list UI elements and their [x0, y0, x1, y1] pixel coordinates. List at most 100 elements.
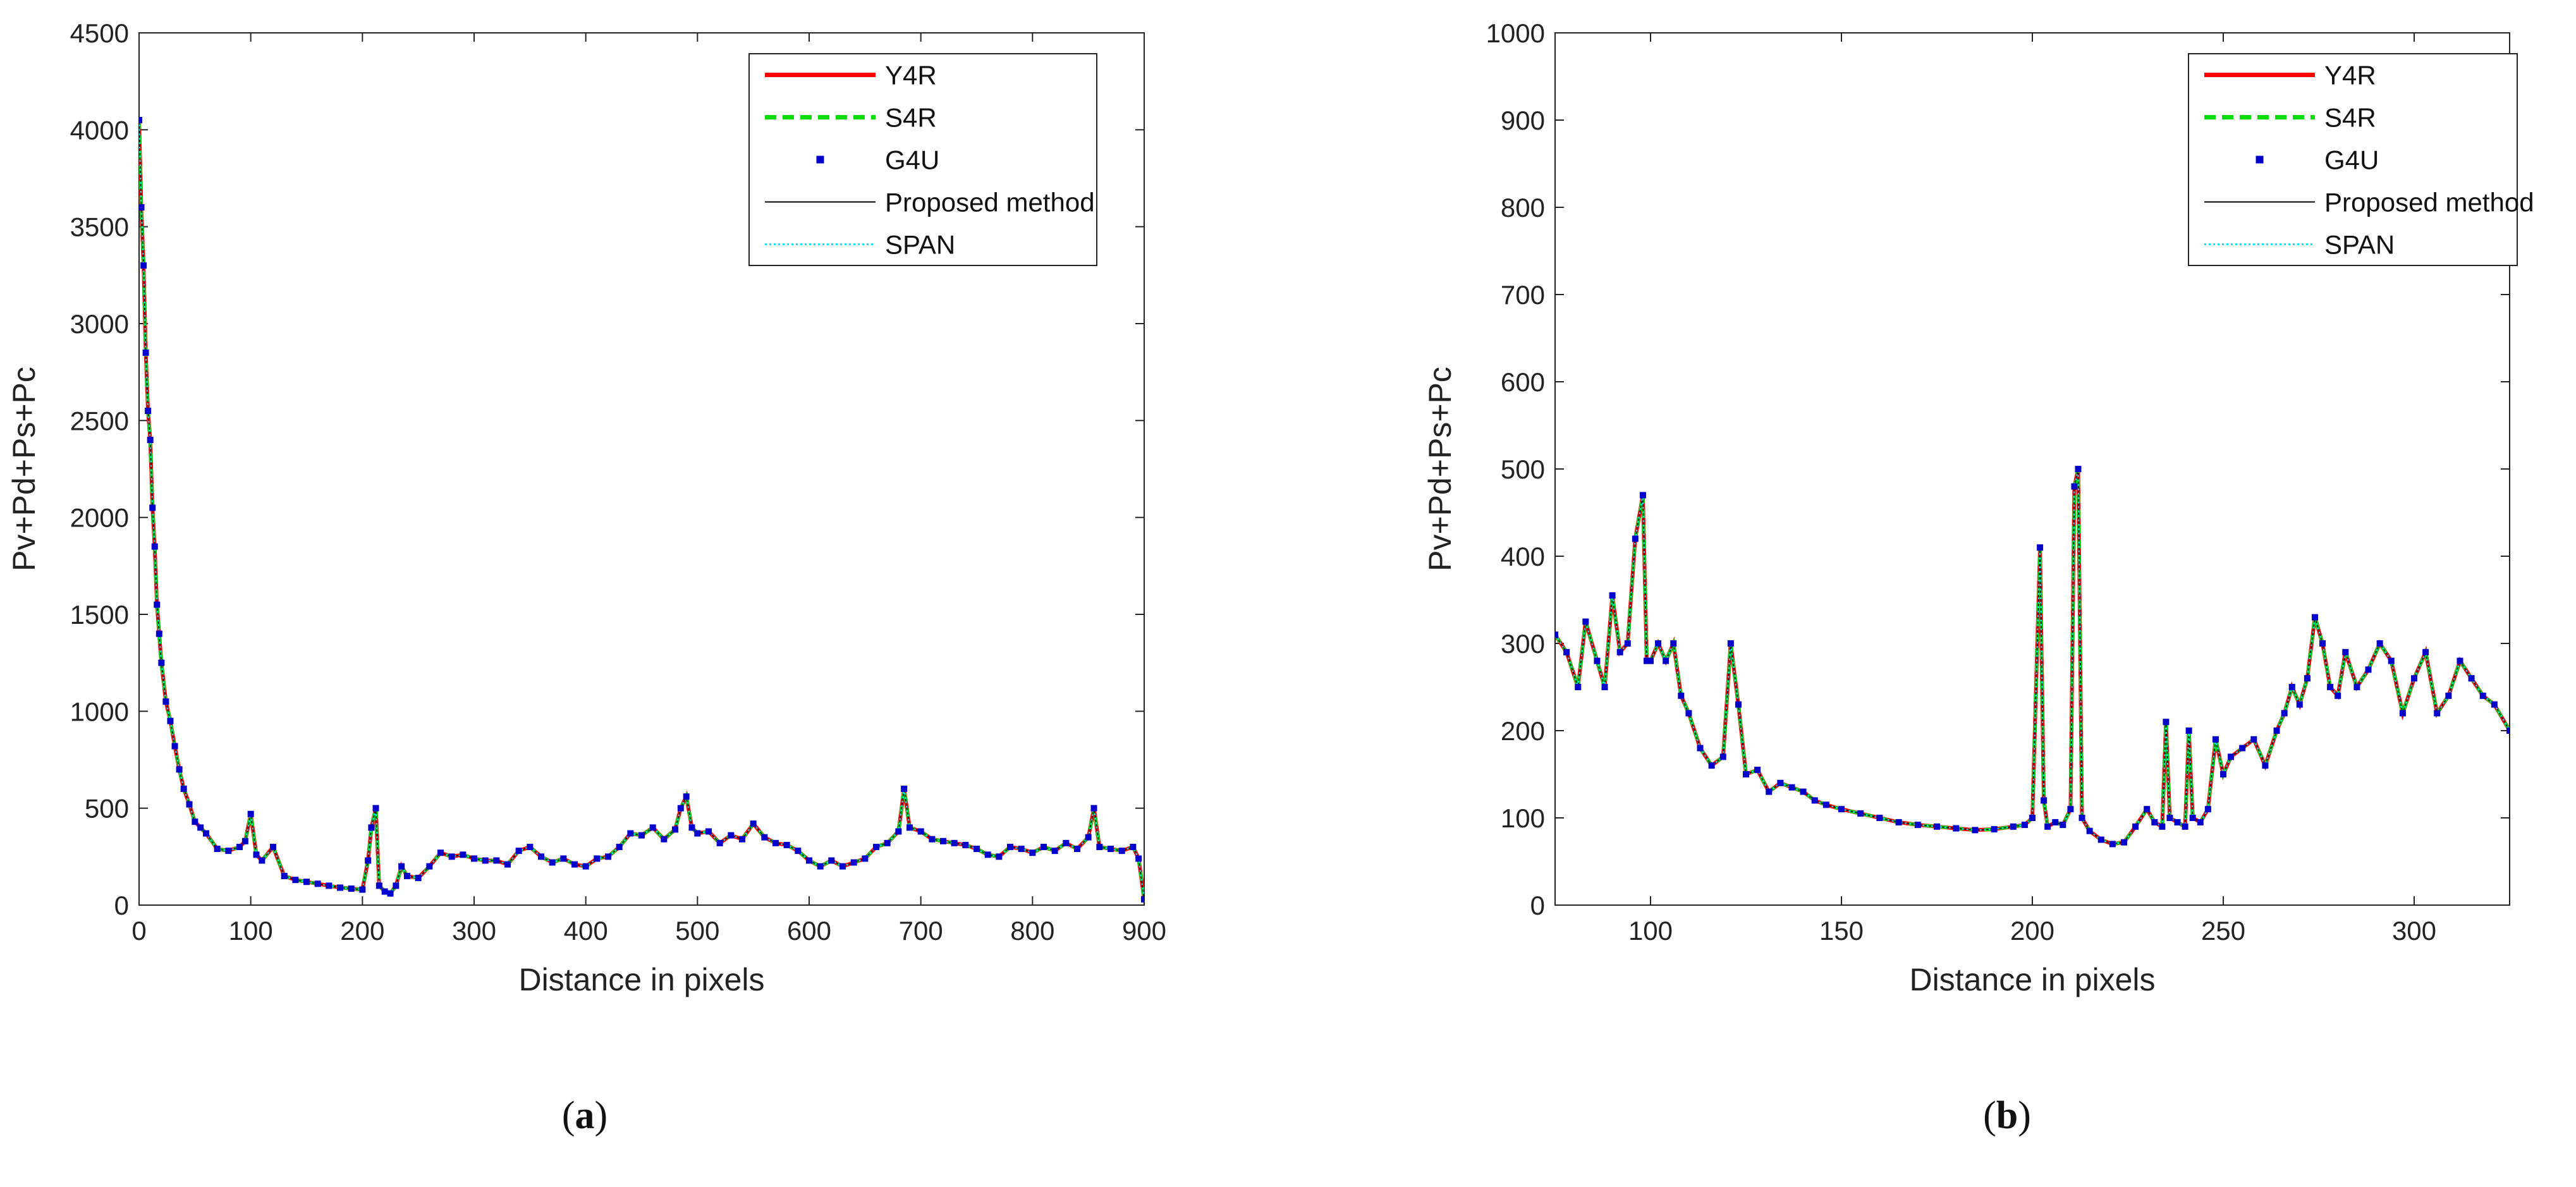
series-point-g4u — [962, 841, 969, 848]
x-axis-label: Distance in pixels — [518, 962, 764, 997]
series-point-g4u — [2044, 823, 2051, 830]
series-point-g4u — [538, 853, 544, 860]
y-tick-label: 500 — [85, 794, 129, 824]
series-point-g4u — [817, 863, 824, 870]
series-point-g4u — [176, 766, 183, 773]
series-point-g4u — [850, 859, 857, 866]
series-point-g4u — [2021, 822, 2028, 829]
y-tick-label: 2000 — [70, 503, 129, 533]
series-point-g4u — [1895, 819, 1902, 825]
series-point-g4u — [1857, 810, 1864, 817]
y-tick-label: 300 — [1501, 629, 1545, 659]
series-point-g4u — [616, 844, 623, 850]
series-point-g4u — [247, 810, 254, 817]
series-point-g4u — [1118, 848, 1125, 855]
y-tick-label: 2500 — [70, 406, 129, 435]
series-point-g4u — [560, 855, 567, 862]
series-point-g4u — [162, 698, 169, 705]
series-point-g4u — [1007, 844, 1013, 850]
y-tick-label: 4500 — [70, 18, 129, 48]
series-point-g4u — [1663, 657, 1670, 664]
series-point-g4u — [1063, 839, 1070, 846]
series-point-g4u — [381, 888, 388, 895]
series-point-g4u — [2296, 701, 2303, 708]
series-point-g4u — [2506, 727, 2510, 734]
series-point-g4u — [2086, 827, 2093, 834]
legend-label: Proposed method — [885, 188, 1095, 217]
chart-a-svg: 0 100 200 300 400 500 600 700 800 900 0 500 1000 1500… — [6, 18, 1166, 997]
series-point-g4u — [437, 849, 444, 856]
series-point-g4u — [2097, 836, 2104, 843]
series-point-g4u — [359, 886, 366, 893]
series-point-g4u — [504, 861, 511, 868]
series-point-g4u — [2273, 727, 2280, 734]
legend-label: G4U — [885, 145, 939, 175]
series-point-g4u — [281, 873, 288, 879]
y-axis-label: Pv+Pd+Ps+Pc — [1422, 367, 1458, 571]
series-point-g4u — [203, 830, 209, 837]
series-point-g4u — [1090, 805, 1097, 812]
x-tick-label: 700 — [899, 916, 943, 946]
series-point-g4u — [1647, 657, 1654, 664]
series-point-g4u — [2491, 701, 2498, 708]
series-point-g4u — [147, 437, 154, 443]
series-point-g4u — [460, 851, 467, 858]
series-point-g4u — [368, 824, 375, 831]
chart-panel-a: 0 100 200 300 400 500 600 700 800 900 0 500 1000 1500… — [0, 0, 1201, 1187]
x-tick-label: 400 — [564, 916, 608, 946]
series-point-g4u — [140, 262, 147, 269]
series-point-g4u — [688, 824, 695, 831]
series-point-g4u — [1601, 684, 1608, 690]
series-point-g4u — [1639, 492, 1646, 499]
series-point-g4u — [677, 805, 684, 812]
series-point-g4u — [1754, 767, 1761, 774]
y-tick-label: 0 — [1530, 891, 1545, 920]
series-point-g4u — [2109, 841, 2116, 848]
legend-label: S4R — [2324, 103, 2376, 133]
series-point-g4u — [1609, 592, 1616, 599]
series-point-g4u — [1108, 846, 1114, 853]
chart-panel-b: 100 150 200 250 300 0 100 200 300 400 500 600 700 800… — [1365, 0, 2576, 1187]
series-point-g4u — [149, 504, 156, 511]
series-point-g4u — [901, 786, 908, 792]
series-point-g4u — [142, 350, 149, 356]
series-point-g4u — [1632, 535, 1639, 542]
series-point-g4u — [387, 890, 394, 897]
series-point-g4u — [1643, 657, 1650, 664]
caption-b-letter: b — [1996, 1094, 2018, 1137]
series-point-g4u — [1051, 848, 1058, 855]
series-point-g4u — [2166, 815, 2173, 821]
series-point-g4u — [171, 743, 178, 750]
y-tick-label: 700 — [1501, 280, 1545, 310]
series-point-g4u — [638, 832, 645, 839]
series-point-g4u — [582, 863, 589, 870]
series-point-g4u — [728, 832, 735, 839]
series-point-g4u — [2079, 815, 2085, 821]
series-point-g4u — [365, 857, 372, 864]
y-tick-label: 1500 — [70, 600, 129, 630]
series-point-g4u — [292, 877, 299, 884]
series-point-g4u — [750, 820, 757, 827]
series-point-g4u — [2281, 710, 2288, 717]
series-point-g4u — [259, 857, 266, 864]
series-point-g4u — [1953, 825, 1960, 832]
series-point-g4u — [214, 846, 221, 853]
x-tick-label: 150 — [1819, 916, 1864, 946]
y-tick-label: 4000 — [70, 115, 129, 145]
x-tick-label: 250 — [2201, 916, 2245, 946]
series-point-g4u — [683, 793, 690, 800]
series-point-g4u — [1678, 692, 1685, 699]
series-point-g4u — [393, 882, 400, 889]
legend-label: SPAN — [2324, 230, 2395, 260]
series-point-g4u — [2159, 823, 2166, 830]
series-point-g4u — [940, 837, 946, 844]
series-point-g4u — [1555, 631, 1558, 638]
series-point-g4u — [862, 855, 869, 862]
series-point-g4u — [2052, 819, 2059, 825]
series-point-g4u — [1777, 779, 1784, 786]
series-point-g4u — [158, 659, 165, 666]
series-point-g4u — [2319, 640, 2326, 647]
series-point-g4u — [2288, 684, 2295, 690]
series-point-g4u — [2071, 483, 2078, 490]
legend-label: Y4R — [2324, 61, 2376, 90]
